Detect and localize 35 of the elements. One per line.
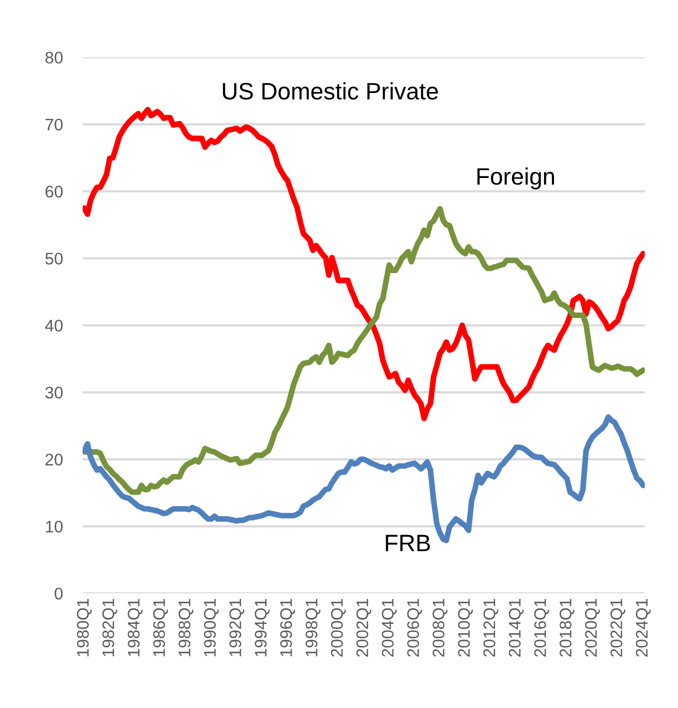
y-tick-label: 50	[45, 252, 63, 265]
x-tick-label: 2018Q1	[560, 598, 574, 657]
x-tick-label: 1990Q1	[204, 598, 219, 656]
x-tick-label: 2002Q1	[356, 598, 372, 657]
x-tick-label: 2008Q1	[432, 598, 448, 657]
annotation: US Domestic Private	[222, 82, 438, 100]
x-tick-label: 1998Q1	[306, 598, 320, 656]
annotation: FRB	[386, 534, 430, 552]
x-tick-label: 1996Q1	[280, 598, 295, 656]
x-tick-label: 1986Q1	[153, 598, 168, 656]
x-tick-label: 1984Q1	[128, 598, 143, 656]
x-tick-label: 2016Q1	[534, 598, 550, 657]
y-tick-label: 40	[45, 320, 63, 332]
y-tick-label: 10	[46, 520, 63, 533]
y-tick-label: 20	[46, 454, 63, 466]
y-tick-label: 80	[45, 52, 63, 64]
x-tick-label: 2020Q1	[585, 598, 600, 657]
y-tick-label: 70	[46, 118, 63, 131]
x-tick-label: 2006Q1	[407, 598, 422, 657]
y-tick-label: 60	[46, 186, 63, 198]
y-tick-label: 0	[54, 588, 63, 600]
x-tick-label: 2000Q1	[331, 598, 346, 657]
x-tick-label: 2004Q1	[382, 598, 397, 657]
x-tick-label: 2012Q1	[483, 598, 498, 657]
x-tick-label: 1982Q1	[102, 598, 118, 656]
x-tick-label: 1980Q1	[76, 598, 92, 656]
x-tick-label: 2024Q1	[636, 598, 651, 657]
x-tick-label: 2014Q1	[508, 598, 524, 657]
x-tick-label: 2010Q1	[458, 598, 473, 657]
x-tick-label: 2022Q1	[610, 598, 626, 657]
x-tick-label: 1994Q1	[254, 598, 270, 656]
x-tick-label: 1988Q1	[178, 598, 194, 656]
y-tick-label: 30	[45, 386, 63, 399]
x-tick-label: 1992Q1	[229, 598, 244, 656]
annotation: Foreign	[477, 167, 554, 190]
